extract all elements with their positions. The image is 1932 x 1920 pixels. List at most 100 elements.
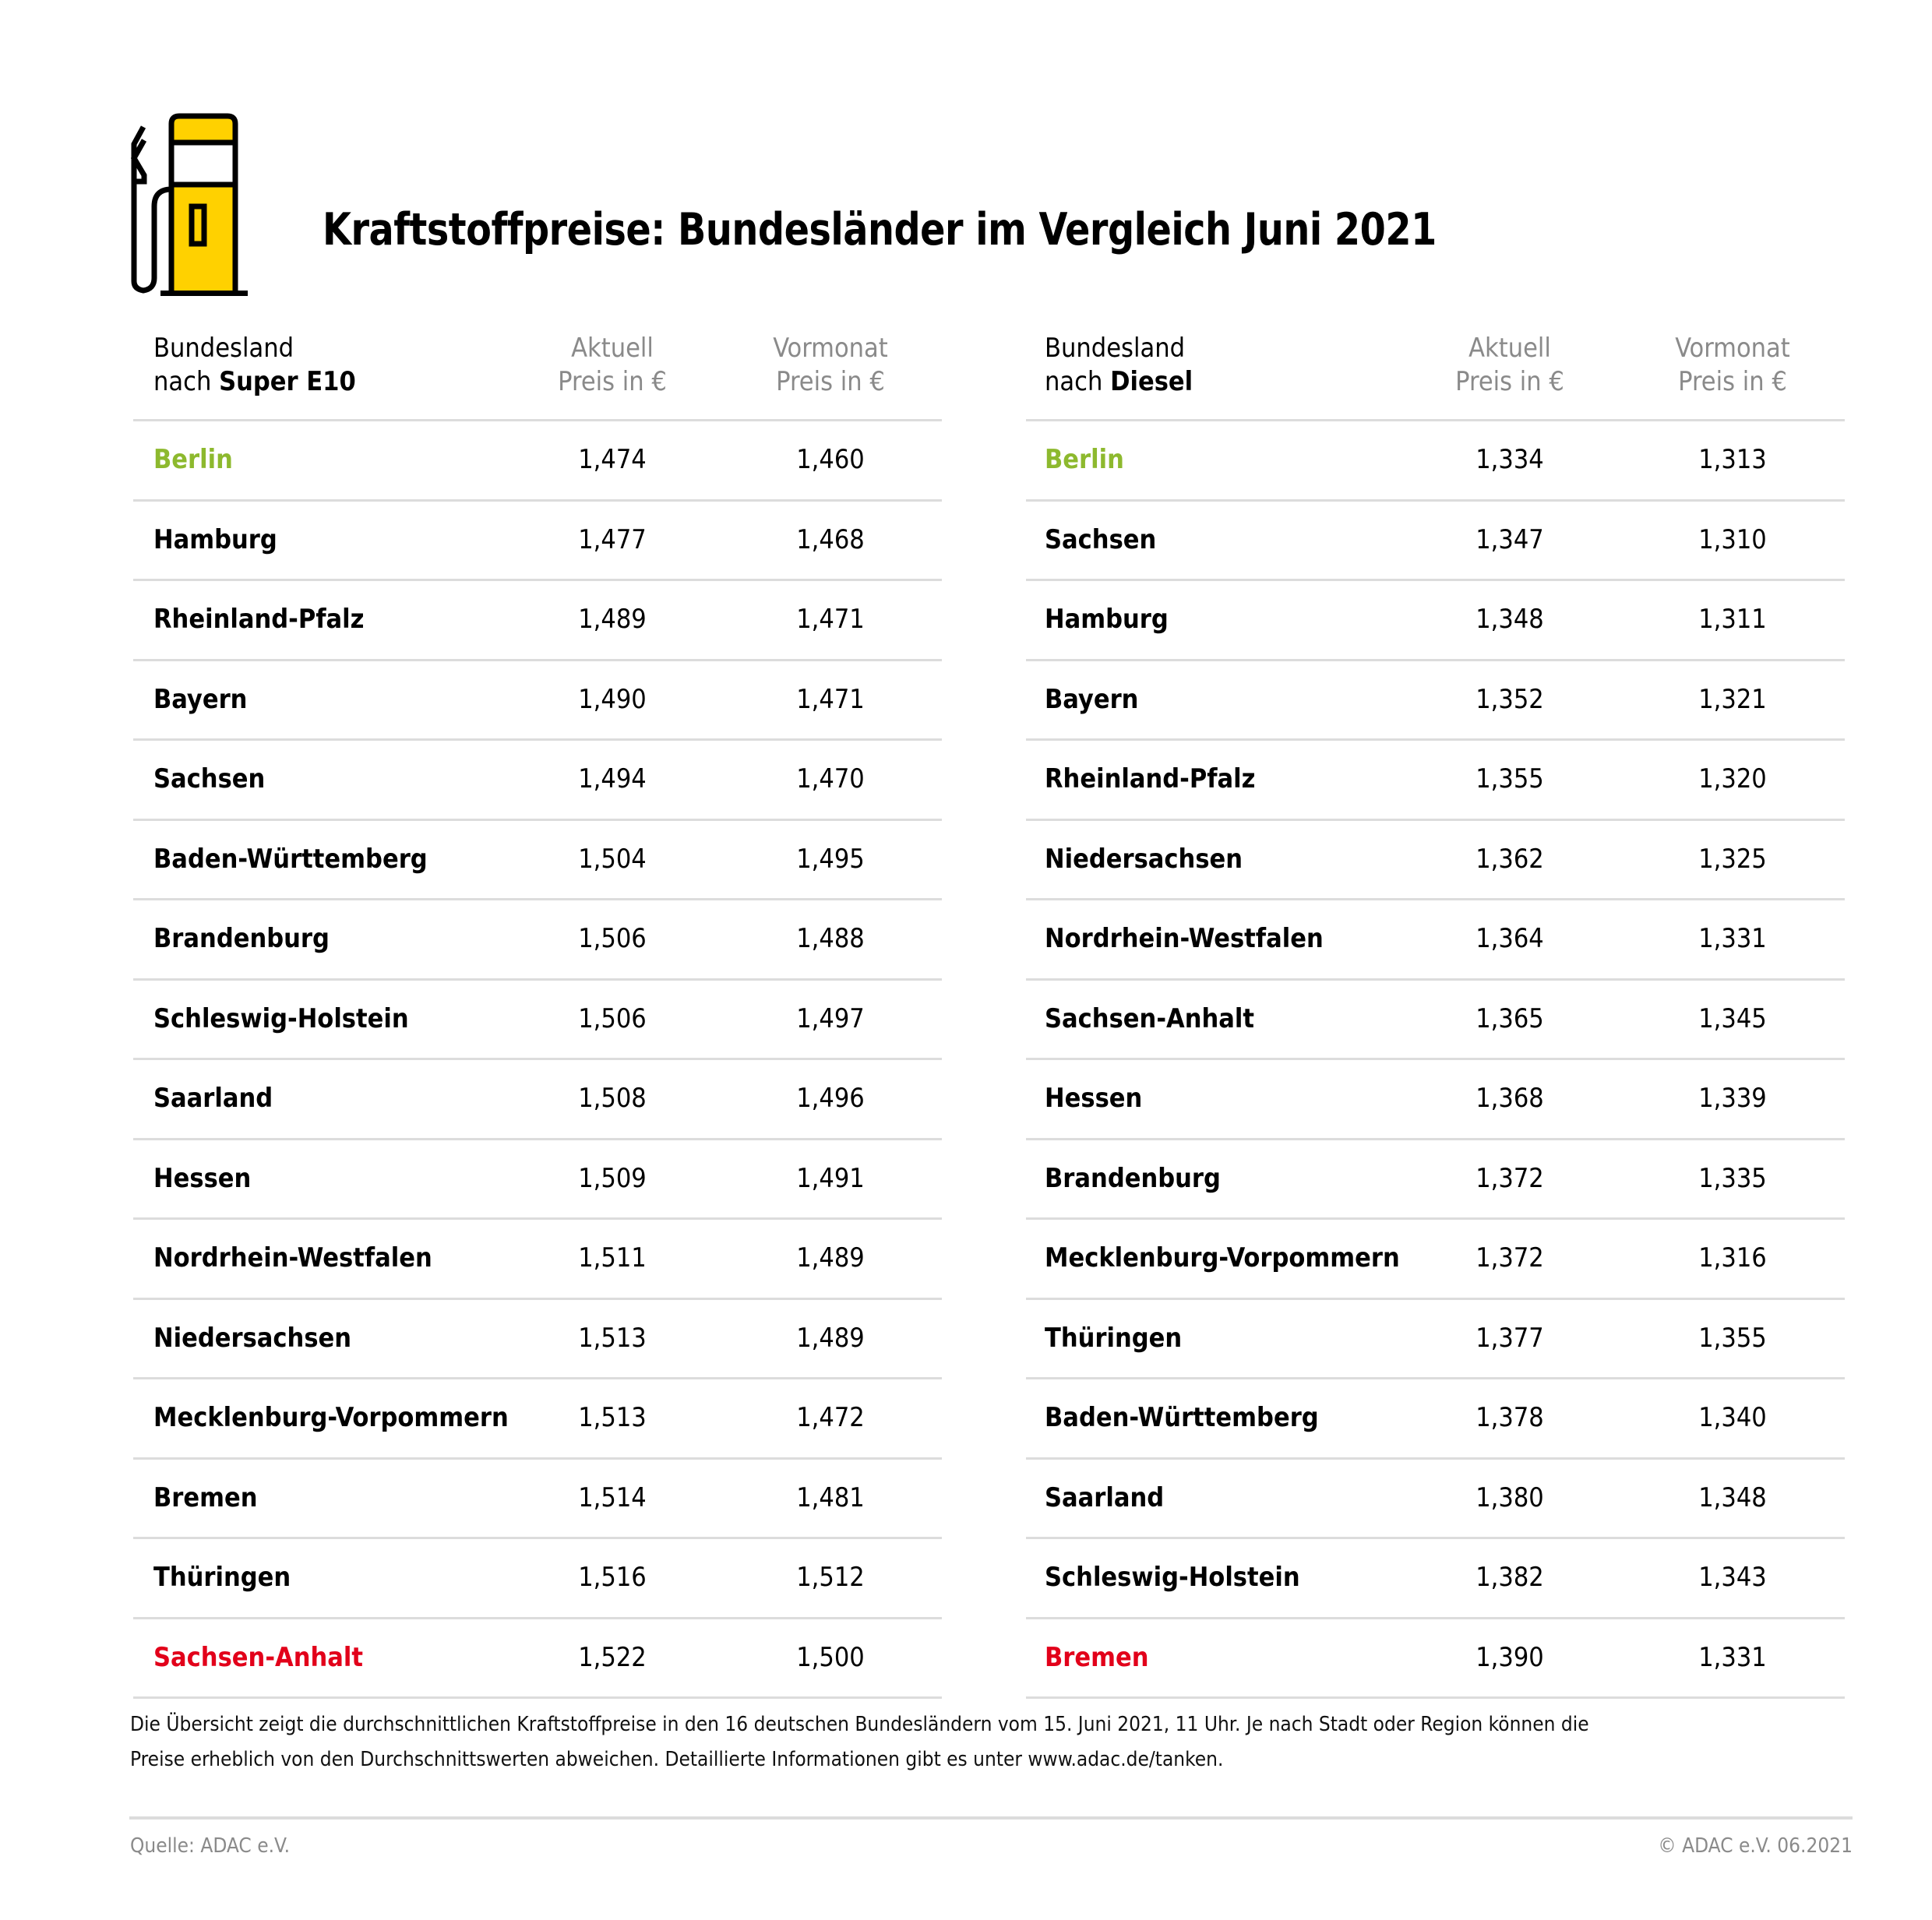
fuel-pump-icon	[131, 113, 248, 296]
table-row: Mecklenburg-Vorpommern 1,513 1,472	[133, 1379, 942, 1460]
footnote-line-1: Die Übersicht zeigt die durchschnittlich…	[130, 1713, 1589, 1736]
header-prefix: nach	[1045, 366, 1111, 397]
previous-price: 1,340	[1698, 1402, 1767, 1433]
state-name: Bayern	[153, 683, 248, 715]
current-price: 1,494	[578, 763, 647, 794]
state-name: Baden-Württemberg	[1045, 1402, 1319, 1433]
current-price: 1,513	[578, 1402, 647, 1433]
current-price: 1,477	[578, 523, 647, 555]
state-name: Rheinland-Pfalz	[153, 604, 365, 635]
current-price: 1,365	[1475, 1002, 1544, 1034]
state-name: Hamburg	[153, 523, 277, 555]
current-price: 1,382	[1475, 1562, 1544, 1593]
previous-price: 1,311	[1698, 604, 1767, 635]
table-row: Bremen 1,390 1,331	[1026, 1619, 1845, 1699]
current-price: 1,355	[1475, 763, 1544, 794]
table-row: Niedersachsen 1,513 1,489	[133, 1300, 942, 1379]
state-name: Baden-Württemberg	[153, 843, 428, 875]
current-price: 1,390	[1475, 1641, 1544, 1673]
state-name: Hessen	[153, 1162, 252, 1194]
header-prefix: nach	[153, 366, 220, 397]
previous-price: 1,496	[796, 1083, 865, 1114]
state-name: Sachsen-Anhalt	[153, 1641, 363, 1673]
previous-price: 1,325	[1698, 843, 1767, 875]
header-vormonat-label: Vormonat	[773, 333, 888, 364]
current-price: 1,348	[1475, 604, 1544, 635]
state-name: Saarland	[153, 1083, 273, 1114]
state-name: Bayern	[1045, 683, 1139, 715]
header-bundesland: Bundesland nach Diesel	[1045, 332, 1193, 399]
table-row: Niedersachsen 1,362 1,325	[1026, 821, 1845, 900]
table-row: Baden-Württemberg 1,504 1,495	[133, 821, 942, 900]
state-name: Niedersachsen	[153, 1322, 352, 1354]
table-row: Schleswig-Holstein 1,382 1,343	[1026, 1539, 1845, 1619]
page-title: Kraftstoffpreise: Bundesländer im Vergle…	[323, 204, 1437, 255]
current-price: 1,362	[1475, 843, 1544, 875]
header-vormonat-unit: Preis in €	[776, 366, 885, 397]
super-e10-table: Bundesland nach Super E10 Aktuell Preis …	[133, 332, 942, 1699]
previous-price: 1,470	[796, 763, 865, 794]
table-row: Saarland 1,508 1,496	[133, 1060, 942, 1140]
previous-price: 1,472	[796, 1402, 865, 1433]
current-price: 1,509	[578, 1162, 647, 1194]
header-vormonat: Vormonat Preis in €	[773, 332, 888, 399]
table-row: Hessen 1,368 1,339	[1026, 1060, 1845, 1140]
table-header: Bundesland nach Super E10 Aktuell Preis …	[133, 332, 942, 421]
state-name: Sachsen	[153, 763, 266, 794]
table-row: Nordrhein-Westfalen 1,364 1,331	[1026, 900, 1845, 981]
footnote-line-2: Preise erheblich von den Durchschnittswe…	[130, 1748, 1224, 1771]
previous-price: 1,313	[1698, 444, 1767, 475]
current-price: 1,377	[1475, 1322, 1544, 1354]
current-price: 1,490	[578, 683, 647, 715]
table-row: Sachsen-Anhalt 1,365 1,345	[1026, 981, 1845, 1060]
previous-price: 1,335	[1698, 1162, 1767, 1194]
table-row: Sachsen 1,347 1,310	[1026, 502, 1845, 581]
header-aktuell: Aktuell Preis in €	[1455, 332, 1564, 399]
header-vormonat-unit: Preis in €	[1678, 366, 1787, 397]
state-name: Berlin	[1045, 444, 1124, 475]
footer-divider	[129, 1816, 1853, 1820]
header-vormonat-label: Vormonat	[1675, 333, 1790, 364]
source-label: Quelle: ADAC e.V.	[130, 1834, 291, 1858]
table-row: Bayern 1,490 1,471	[133, 661, 942, 741]
state-name: Schleswig-Holstein	[1045, 1562, 1300, 1593]
state-name: Nordrhein-Westfalen	[1045, 923, 1324, 954]
header-aktuell-label: Aktuell	[571, 333, 654, 364]
previous-price: 1,488	[796, 923, 865, 954]
header-fuel-type: Diesel	[1110, 366, 1193, 397]
previous-price: 1,460	[796, 444, 865, 475]
header-aktuell-unit: Preis in €	[1455, 366, 1564, 397]
current-price: 1,352	[1475, 683, 1544, 715]
previous-price: 1,348	[1698, 1481, 1767, 1513]
header-fuel-label: nach Super E10	[153, 365, 356, 399]
state-name: Hessen	[1045, 1083, 1143, 1114]
previous-price: 1,489	[796, 1242, 865, 1274]
state-name: Bremen	[1045, 1641, 1149, 1673]
state-name: Nordrhein-Westfalen	[153, 1242, 432, 1274]
previous-price: 1,343	[1698, 1562, 1767, 1593]
table-row: Sachsen 1,494 1,470	[133, 741, 942, 821]
state-name: Sachsen	[1045, 523, 1157, 555]
state-name: Mecklenburg-Vorpommern	[153, 1402, 509, 1433]
current-price: 1,368	[1475, 1083, 1544, 1114]
current-price: 1,372	[1475, 1162, 1544, 1194]
table-row: Hessen 1,509 1,491	[133, 1140, 942, 1220]
previous-price: 1,331	[1698, 923, 1767, 954]
table-row: Berlin 1,334 1,313	[1026, 421, 1845, 502]
state-name: Niedersachsen	[1045, 843, 1243, 875]
current-price: 1,506	[578, 923, 647, 954]
diesel-table: Bundesland nach Diesel Aktuell Preis in …	[1026, 332, 1845, 1699]
state-name: Thüringen	[153, 1562, 291, 1593]
footnote: Die Übersicht zeigt die durchschnittlich…	[130, 1707, 1589, 1777]
previous-price: 1,316	[1698, 1242, 1767, 1274]
previous-price: 1,310	[1698, 523, 1767, 555]
table-row: Saarland 1,380 1,348	[1026, 1460, 1845, 1539]
state-name: Schleswig-Holstein	[153, 1002, 409, 1034]
header-bundesland-label: Bundesland	[1045, 333, 1186, 364]
table-row: Hamburg 1,348 1,311	[1026, 581, 1845, 661]
previous-price: 1,321	[1698, 683, 1767, 715]
table-row: Thüringen 1,377 1,355	[1026, 1300, 1845, 1379]
header-fuel-type: Super E10	[219, 366, 356, 397]
previous-price: 1,495	[796, 843, 865, 875]
header-vormonat: Vormonat Preis in €	[1675, 332, 1790, 399]
